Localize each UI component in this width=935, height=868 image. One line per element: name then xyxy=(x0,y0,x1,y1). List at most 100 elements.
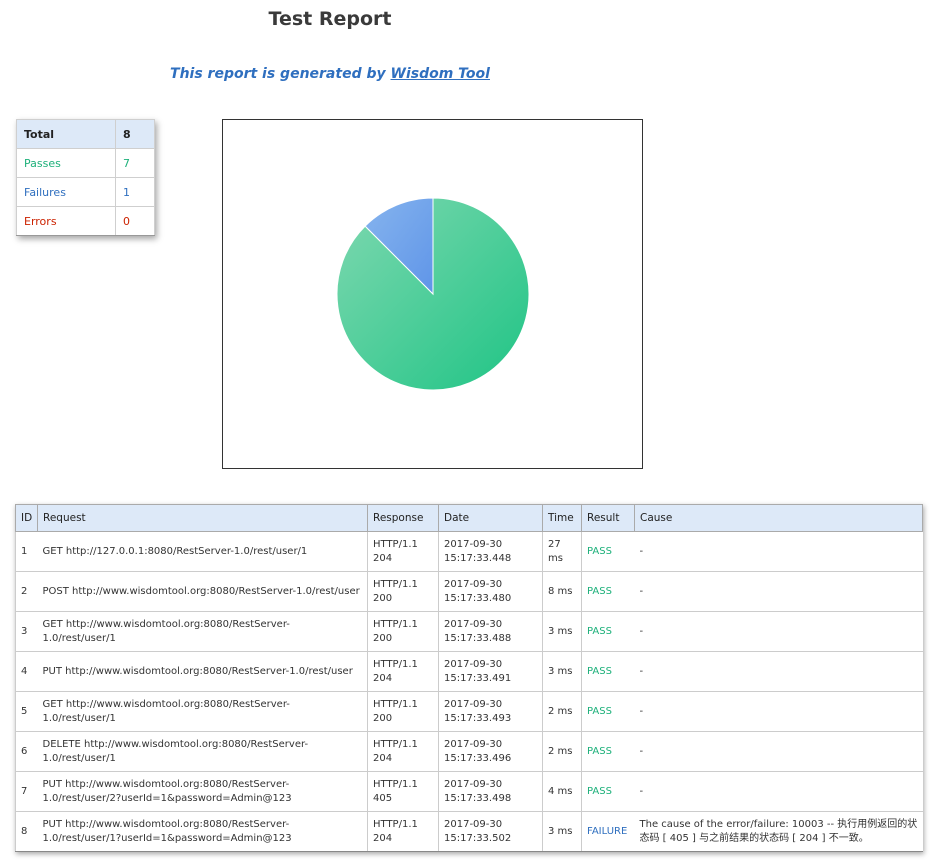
header-time: Time xyxy=(542,504,582,532)
cell-date: 2017-09-30 15:17:33.493 xyxy=(438,691,543,732)
cell-date: 2017-09-30 15:17:33.488 xyxy=(438,611,543,652)
cell-request: GET http://127.0.0.1:8080/RestServer-1.0… xyxy=(37,531,368,572)
cell-date: 2017-09-30 15:17:33.491 xyxy=(438,651,543,692)
date-day: 2017-09-30 xyxy=(444,818,503,830)
response-protocol: HTTP/1.1 xyxy=(373,658,418,670)
response-protocol: HTTP/1.1 xyxy=(373,618,418,630)
date-day: 2017-09-30 xyxy=(444,618,503,630)
cell-request: PUT http://www.wisdomtool.org:8080/RestS… xyxy=(37,771,368,812)
passes-value: 7 xyxy=(115,148,155,178)
cell-cause: The cause of the error/failure: 10003 --… xyxy=(634,811,923,852)
date-time: 15:17:33.488 xyxy=(444,632,512,644)
cell-time: 2 ms xyxy=(542,731,582,772)
cell-date: 2017-09-30 15:17:33.502 xyxy=(438,811,543,852)
total-value: 8 xyxy=(115,119,155,149)
report-subtitle: This report is generated by Wisdom Tool xyxy=(0,66,660,82)
cell-response: HTTP/1.1 204 xyxy=(367,731,439,772)
table-row: 3 GET http://www.wisdomtool.org:8080/Res… xyxy=(15,611,923,652)
header-date: Date xyxy=(438,504,543,532)
response-status: 204 xyxy=(373,672,393,684)
cell-cause: - xyxy=(634,571,923,612)
response-status: 405 xyxy=(373,792,393,804)
cell-time: 3 ms xyxy=(542,651,582,692)
results-table: ID Request Response Date Time Result Cau… xyxy=(15,504,923,852)
cell-request: PUT http://www.wisdomtool.org:8080/RestS… xyxy=(37,811,368,852)
subtitle-prefix: This report is generated by xyxy=(170,66,391,82)
errors-label: Errors xyxy=(16,206,116,236)
cell-id: 5 xyxy=(15,691,38,732)
total-label: Total xyxy=(16,119,116,149)
cell-request: DELETE http://www.wisdomtool.org:8080/Re… xyxy=(37,731,368,772)
cell-date: 2017-09-30 15:17:33.480 xyxy=(438,571,543,612)
date-time: 15:17:33.498 xyxy=(444,792,512,804)
date-time: 15:17:33.502 xyxy=(444,832,512,844)
table-row: 1 GET http://127.0.0.1:8080/RestServer-1… xyxy=(15,531,923,572)
errors-value: 0 xyxy=(115,206,155,236)
cell-response: HTTP/1.1 405 xyxy=(367,771,439,812)
cell-id: 6 xyxy=(15,731,38,772)
table-row: 6 DELETE http://www.wisdomtool.org:8080/… xyxy=(15,731,923,772)
cell-date: 2017-09-30 15:17:33.498 xyxy=(438,771,543,812)
cell-result: PASS xyxy=(581,611,635,652)
date-time: 15:17:33.448 xyxy=(444,552,512,564)
cell-id: 2 xyxy=(15,571,38,612)
date-time: 15:17:33.496 xyxy=(444,752,512,764)
date-day: 2017-09-30 xyxy=(444,658,503,670)
pie-slice-failures xyxy=(364,197,434,296)
cell-cause: - xyxy=(634,771,923,812)
cell-result: PASS xyxy=(581,731,635,772)
cell-result: PASS xyxy=(581,531,635,572)
cell-response: HTTP/1.1 204 xyxy=(367,651,439,692)
cell-request: GET http://www.wisdomtool.org:8080/RestS… xyxy=(37,611,368,652)
table-row: 5 GET http://www.wisdomtool.org:8080/Res… xyxy=(15,691,923,732)
table-row: 4 PUT http://www.wisdomtool.org:8080/Res… xyxy=(15,651,923,692)
date-day: 2017-09-30 xyxy=(444,738,503,750)
cell-request: POST http://www.wisdomtool.org:8080/Rest… xyxy=(37,571,368,612)
cell-id: 4 xyxy=(15,651,38,692)
table-row: 8 PUT http://www.wisdomtool.org:8080/Res… xyxy=(15,811,923,852)
cell-request: PUT http://www.wisdomtool.org:8080/RestS… xyxy=(37,651,368,692)
response-protocol: HTTP/1.1 xyxy=(373,818,418,830)
results-header-row: ID Request Response Date Time Result Cau… xyxy=(15,504,923,532)
response-status: 204 xyxy=(373,832,393,844)
summary-row-failures: Failures 1 xyxy=(16,177,155,207)
response-status: 200 xyxy=(373,632,393,644)
cell-id: 7 xyxy=(15,771,38,812)
date-day: 2017-09-30 xyxy=(444,698,503,710)
cell-time: 8 ms xyxy=(542,571,582,612)
cell-cause: - xyxy=(634,611,923,652)
cell-result: PASS xyxy=(581,651,635,692)
cell-response: HTTP/1.1 200 xyxy=(367,611,439,652)
date-time: 15:17:33.491 xyxy=(444,672,512,684)
response-protocol: HTTP/1.1 xyxy=(373,578,418,590)
response-protocol: HTTP/1.1 xyxy=(373,698,418,710)
cell-response: HTTP/1.1 204 xyxy=(367,531,439,572)
response-status: 204 xyxy=(373,752,393,764)
date-day: 2017-09-30 xyxy=(444,578,503,590)
cell-result: PASS xyxy=(581,571,635,612)
header-id: ID xyxy=(15,504,38,532)
header-request: Request xyxy=(37,504,368,532)
cell-request: GET http://www.wisdomtool.org:8080/RestS… xyxy=(37,691,368,732)
failures-label: Failures xyxy=(16,177,116,207)
table-row: 2 POST http://www.wisdomtool.org:8080/Re… xyxy=(15,571,923,612)
pie-chart-svg xyxy=(336,197,530,391)
cell-cause: - xyxy=(634,731,923,772)
date-day: 2017-09-30 xyxy=(444,538,503,550)
cell-date: 2017-09-30 15:17:33.496 xyxy=(438,731,543,772)
cell-time: 4 ms xyxy=(542,771,582,812)
response-protocol: HTTP/1.1 xyxy=(373,778,418,790)
cell-id: 3 xyxy=(15,611,38,652)
response-protocol: HTTP/1.1 xyxy=(373,738,418,750)
summary-row-errors: Errors 0 xyxy=(16,206,155,236)
wisdom-tool-link[interactable]: Wisdom Tool xyxy=(390,66,490,82)
date-time: 15:17:33.480 xyxy=(444,592,512,604)
results-pie-chart xyxy=(222,119,643,469)
cell-response: HTTP/1.1 200 xyxy=(367,691,439,732)
failures-value: 1 xyxy=(115,177,155,207)
summary-row-total: Total 8 xyxy=(16,119,155,149)
table-row: 7 PUT http://www.wisdomtool.org:8080/Res… xyxy=(15,771,923,812)
cell-id: 8 xyxy=(15,811,38,852)
cell-result: PASS xyxy=(581,771,635,812)
response-status: 200 xyxy=(373,712,393,724)
